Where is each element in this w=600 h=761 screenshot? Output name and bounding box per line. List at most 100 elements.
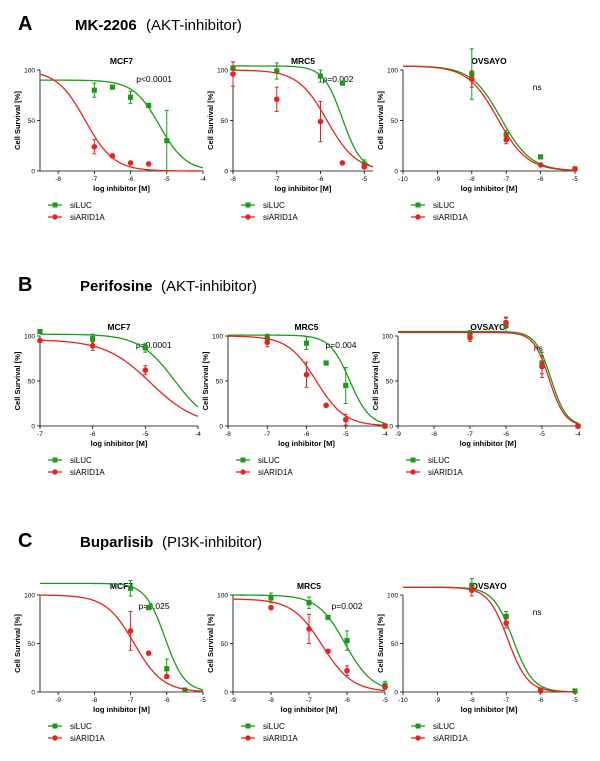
data-point-siluc bbox=[164, 666, 170, 672]
x-tick-label: -6 bbox=[318, 176, 324, 183]
x-tick-label: -7 bbox=[264, 431, 270, 438]
data-point-siluc bbox=[303, 340, 310, 346]
legend-marker-siarid1a bbox=[245, 735, 251, 741]
y-axis-label: Cell Survival [%] bbox=[13, 614, 22, 673]
y-tick-label: 0 bbox=[394, 168, 398, 175]
x-axis-label: log inhibitor [M] bbox=[93, 705, 150, 714]
x-tick-label: -10 bbox=[398, 176, 408, 183]
p-value-label: p=0.025 bbox=[139, 601, 170, 611]
data-point-siluc bbox=[503, 613, 509, 619]
y-tick-label: 0 bbox=[224, 168, 228, 175]
data-point-siarid1a bbox=[142, 367, 149, 374]
y-tick-label: 50 bbox=[221, 118, 229, 125]
x-tick-label: -8 bbox=[225, 431, 231, 438]
x-tick-label: -7 bbox=[128, 697, 134, 704]
y-axis-label: Cell Survival [%] bbox=[376, 614, 385, 673]
p-value-label: ns bbox=[533, 607, 542, 617]
drug-name-c: Buparlisib bbox=[80, 534, 153, 551]
x-tick-label: -5 bbox=[343, 431, 349, 438]
data-point-siluc bbox=[317, 73, 324, 79]
x-tick-label: -5 bbox=[164, 176, 170, 183]
y-tick-label: 50 bbox=[28, 641, 36, 648]
data-point-siarid1a bbox=[537, 162, 544, 168]
x-tick-label: -8 bbox=[91, 697, 97, 704]
chart-title: MRC5 bbox=[294, 322, 318, 332]
y-tick-label: 100 bbox=[24, 592, 35, 599]
y-axis-label: Cell Survival [%] bbox=[371, 351, 380, 410]
legend-marker-siluc bbox=[245, 723, 251, 729]
data-point-siarid1a bbox=[230, 71, 236, 77]
data-point-siarid1a bbox=[469, 587, 475, 593]
data-point-siluc bbox=[268, 595, 274, 601]
x-tick-label: -9 bbox=[435, 697, 441, 704]
x-tick-label: -8 bbox=[469, 176, 475, 183]
y-tick-label: 50 bbox=[391, 641, 399, 648]
fit-curve-siluc bbox=[228, 334, 386, 425]
x-axis-label: log inhibitor [M] bbox=[461, 705, 518, 714]
data-point-siluc bbox=[164, 138, 170, 144]
legend-label: siARID1A bbox=[70, 468, 105, 477]
data-point-siluc bbox=[325, 614, 331, 620]
legend-label: siLUC bbox=[70, 456, 92, 465]
legend-marker-siarid1a bbox=[245, 214, 251, 220]
legend-marker-siarid1a bbox=[415, 214, 421, 220]
y-axis-label: Cell Survival [%] bbox=[376, 91, 385, 150]
x-tick-label: -6 bbox=[164, 697, 170, 704]
x-tick-label: -5 bbox=[382, 697, 388, 704]
x-tick-label: -7 bbox=[467, 431, 473, 438]
p-value-label: p=0.0001 bbox=[136, 340, 172, 350]
x-tick-label: -9 bbox=[230, 697, 236, 704]
y-axis-label: Cell Survival [%] bbox=[206, 614, 215, 673]
x-tick-label: -7 bbox=[274, 176, 280, 183]
legend-label: siLUC bbox=[70, 201, 92, 210]
data-point-siarid1a bbox=[503, 319, 509, 326]
data-point-siarid1a bbox=[572, 166, 578, 172]
y-tick-label: 0 bbox=[394, 689, 398, 696]
p-value-label: p<0.0001 bbox=[136, 74, 172, 84]
fit-curve-siarid1a bbox=[39, 73, 203, 172]
data-point-siarid1a bbox=[145, 161, 152, 167]
data-point-siluc bbox=[503, 132, 509, 138]
chart-panel-mk2206-mrc5: MRC5 0 50 100 -8 -7 -6 -5 log inhibitor [M] Cell … bbox=[206, 56, 374, 222]
y-tick-label: 100 bbox=[217, 67, 228, 74]
data-point-siarid1a bbox=[89, 343, 96, 349]
y-tick-label: 100 bbox=[387, 67, 398, 74]
x-tick-label: -5 bbox=[142, 431, 148, 438]
y-tick-label: 50 bbox=[391, 118, 399, 125]
data-point-siluc bbox=[90, 336, 96, 342]
y-tick-label: 50 bbox=[386, 378, 394, 385]
data-point-siarid1a bbox=[575, 423, 581, 429]
drug-name-b: Perifosine bbox=[80, 278, 153, 295]
x-tick-label: -4 bbox=[575, 431, 581, 438]
data-point-siarid1a bbox=[503, 620, 510, 626]
data-point-siarid1a bbox=[325, 648, 331, 655]
y-tick-label: 0 bbox=[31, 689, 35, 696]
y-tick-label: 0 bbox=[31, 423, 35, 430]
data-point-siluc bbox=[146, 102, 152, 108]
x-tick-label: -6 bbox=[90, 431, 96, 438]
x-tick-label: -6 bbox=[503, 431, 509, 438]
data-point-siarid1a bbox=[361, 164, 368, 170]
legend-label: siARID1A bbox=[70, 213, 105, 222]
x-axis-label: log inhibitor [M] bbox=[275, 184, 332, 193]
data-point-siluc bbox=[323, 360, 329, 366]
panel-letter-a: A bbox=[18, 13, 32, 35]
data-point-siarid1a bbox=[539, 363, 545, 370]
x-tick-label: -7 bbox=[306, 697, 312, 704]
x-axis-label: log inhibitor [M] bbox=[281, 705, 338, 714]
p-value-label: ns bbox=[533, 82, 542, 92]
chart-title: OVSAYO bbox=[471, 581, 507, 591]
legend-label: siLUC bbox=[433, 722, 455, 731]
drug-class-a: (AKT-inhibitor) bbox=[146, 17, 242, 34]
fit-curve-siluc bbox=[398, 330, 579, 424]
legend-label: siARID1A bbox=[263, 213, 298, 222]
x-tick-label: -5 bbox=[200, 697, 206, 704]
data-point-siarid1a bbox=[268, 604, 274, 611]
x-tick-label: -6 bbox=[538, 697, 544, 704]
x-tick-label: -10 bbox=[398, 697, 408, 704]
data-point-siarid1a bbox=[127, 628, 134, 634]
x-axis-label: log inhibitor [M] bbox=[278, 439, 335, 448]
x-axis-label: log inhibitor [M] bbox=[460, 439, 517, 448]
data-point-siluc bbox=[142, 345, 148, 351]
